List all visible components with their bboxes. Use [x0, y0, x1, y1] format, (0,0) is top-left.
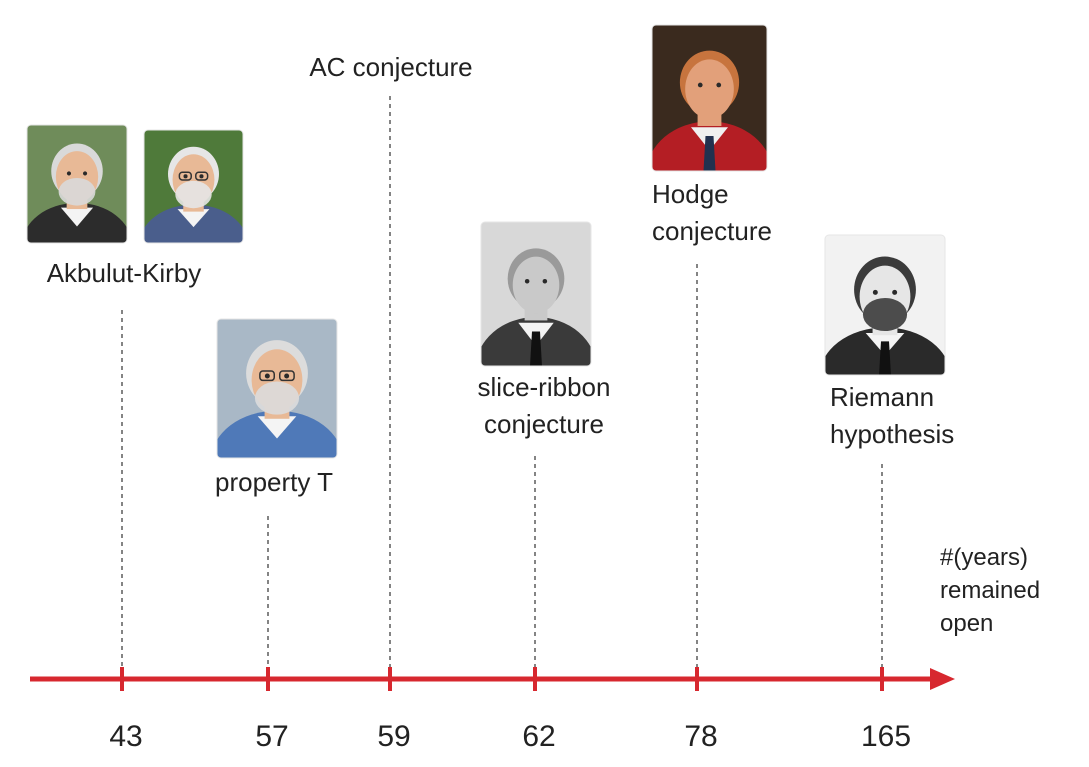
portrait-akbulut-icon — [27, 125, 127, 243]
milestone-caption: property T — [215, 467, 333, 497]
milestone-43: Akbulut-Kirby 43 — [26, 124, 244, 753]
tick-label: 59 — [377, 720, 410, 753]
milestone-165: Riemann hypothesis 165 — [824, 234, 954, 753]
tick-label: 165 — [861, 720, 911, 753]
axis-label-line-1: #(years) — [940, 544, 1028, 571]
milestone-caption: hypothesis — [830, 419, 954, 449]
milestones-layer: Akbulut-Kirby 43 property T 57 AC conjecture… — [26, 24, 954, 753]
milestone-78: Hodge conjecture 78 — [651, 24, 772, 753]
tick-label: 57 — [255, 720, 288, 753]
milestone-59: AC conjecture 59 — [309, 52, 472, 753]
milestone-caption: Riemann — [830, 382, 934, 412]
portrait-slice-ribbon-icon — [481, 222, 591, 366]
axis-arrowhead — [930, 668, 955, 690]
axis-label-line-2: remained — [940, 577, 1040, 604]
axis-label-line-3: open — [940, 610, 993, 637]
portrait-hodge-icon — [652, 25, 767, 171]
portrait-property-t-icon — [217, 319, 337, 458]
milestone-caption: slice-ribbon — [478, 372, 611, 402]
milestone-caption: conjecture — [652, 216, 772, 246]
tick-label: 78 — [684, 720, 717, 753]
milestone-62: slice-ribbon conjecture 62 — [478, 221, 611, 753]
portrait-riemann-icon — [825, 235, 945, 375]
tick-label: 62 — [522, 720, 555, 753]
milestone-caption: AC conjecture — [309, 52, 472, 82]
milestone-caption: Hodge — [652, 179, 729, 209]
tick-label: 43 — [109, 720, 142, 753]
milestone-57: property T 57 — [215, 318, 338, 753]
milestone-caption: Akbulut-Kirby — [47, 258, 202, 288]
milestone-caption: conjecture — [484, 409, 604, 439]
portrait-kirby-icon — [144, 130, 243, 243]
